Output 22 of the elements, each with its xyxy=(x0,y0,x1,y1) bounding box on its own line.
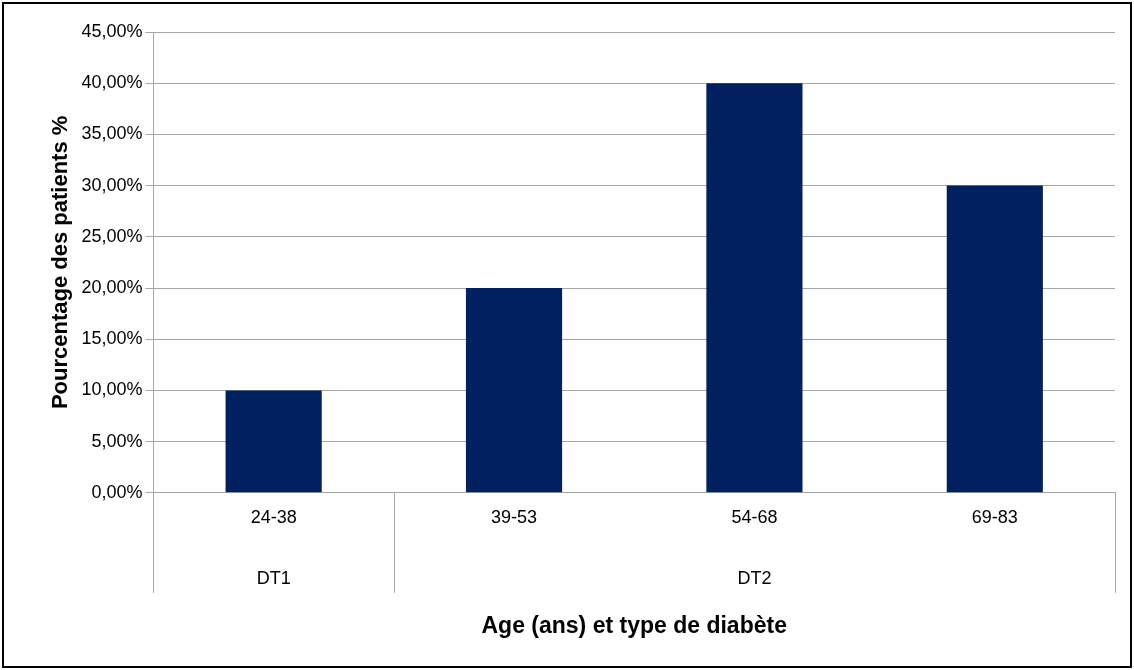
y-tick-label: 0,00% xyxy=(91,481,143,502)
y-tick-label: 40,00% xyxy=(81,72,143,93)
bar xyxy=(225,390,322,493)
y-tick-label: 15,00% xyxy=(81,328,143,349)
y-tick-label: 35,00% xyxy=(81,123,143,144)
y-tick-label: 10,00% xyxy=(81,379,143,400)
y-axis-title: Pourcentage des patients % xyxy=(47,115,73,410)
bar xyxy=(706,83,803,493)
y-tick-label: 25,00% xyxy=(81,225,143,246)
x-axis-title: Age (ans) et type de diabète xyxy=(481,611,787,638)
y-tick-label: 45,00% xyxy=(81,20,143,41)
bar xyxy=(946,185,1043,493)
y-tick-label: 30,00% xyxy=(81,174,143,195)
text: DT2 xyxy=(737,567,772,588)
x-tick-label: 24-38 xyxy=(250,506,297,527)
x-tick-label: 69-83 xyxy=(971,506,1018,527)
bar xyxy=(465,288,563,493)
text: DT1 xyxy=(256,567,291,588)
y-tick-label: 5,00% xyxy=(91,430,143,451)
x-tick-label: 39-53 xyxy=(491,506,538,527)
x-tick-label: 54-68 xyxy=(731,506,778,527)
y-tick-label: 20,00% xyxy=(81,276,143,297)
